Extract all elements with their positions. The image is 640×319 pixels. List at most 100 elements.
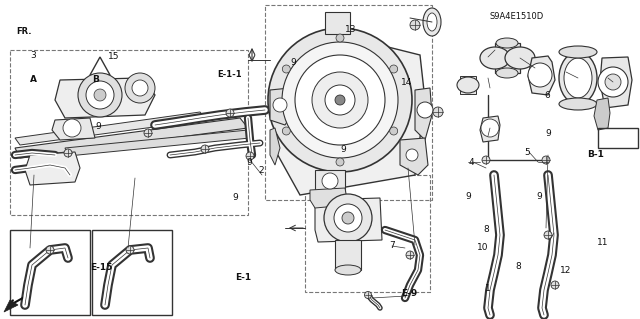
Text: A: A [30, 75, 36, 84]
Polygon shape [90, 57, 110, 75]
Circle shape [390, 65, 397, 73]
Circle shape [542, 156, 550, 164]
Circle shape [334, 204, 362, 232]
Bar [598, 128, 638, 148]
Text: 9: 9 [291, 58, 296, 67]
Circle shape [390, 127, 397, 135]
Polygon shape [275, 35, 425, 195]
Text: 9: 9 [247, 158, 252, 167]
Circle shape [325, 85, 355, 115]
Circle shape [125, 73, 155, 103]
Text: 8: 8 [516, 262, 521, 271]
Polygon shape [55, 78, 155, 118]
Circle shape [94, 89, 106, 101]
Circle shape [322, 173, 338, 189]
Circle shape [282, 65, 291, 73]
Circle shape [282, 42, 398, 158]
Text: 13: 13 [345, 25, 356, 34]
Circle shape [410, 20, 420, 30]
Circle shape [433, 107, 443, 117]
Text: 9: 9 [537, 192, 542, 201]
Text: E-1: E-1 [235, 273, 252, 282]
Ellipse shape [480, 47, 510, 69]
Polygon shape [52, 118, 95, 140]
Circle shape [481, 119, 499, 137]
Circle shape [336, 158, 344, 166]
Circle shape [268, 28, 412, 172]
Polygon shape [15, 112, 206, 145]
Text: E-9: E-9 [401, 289, 418, 298]
Circle shape [63, 119, 81, 137]
Polygon shape [4, 300, 18, 312]
Ellipse shape [496, 38, 518, 48]
Ellipse shape [335, 265, 361, 275]
Circle shape [482, 156, 490, 164]
Circle shape [86, 81, 114, 109]
Text: 15: 15 [108, 52, 120, 61]
Text: 3: 3 [31, 51, 36, 60]
Ellipse shape [457, 77, 479, 93]
Polygon shape [528, 56, 555, 95]
Ellipse shape [505, 47, 535, 69]
Bar [265, 5, 432, 200]
Circle shape [528, 63, 552, 87]
Bar [10, 50, 248, 215]
Bar [495, 43, 520, 73]
Bar [92, 230, 172, 315]
Circle shape [246, 152, 254, 160]
Circle shape [598, 67, 628, 97]
Circle shape [132, 80, 148, 96]
Text: 5: 5 [524, 148, 529, 157]
Text: 10: 10 [477, 243, 489, 252]
Circle shape [226, 109, 234, 117]
Text: 9: 9 [465, 192, 470, 201]
Polygon shape [65, 130, 250, 156]
Text: 14: 14 [401, 78, 413, 87]
Polygon shape [315, 198, 382, 242]
Circle shape [417, 102, 433, 118]
Text: 9: 9 [340, 145, 346, 154]
Text: 4: 4 [468, 158, 474, 167]
Circle shape [126, 246, 134, 254]
Text: 7: 7 [390, 241, 395, 250]
Text: 9: 9 [232, 193, 237, 202]
Ellipse shape [559, 52, 597, 104]
Text: E-15: E-15 [90, 263, 112, 272]
Ellipse shape [496, 68, 518, 78]
Text: E-1-1: E-1-1 [217, 70, 241, 79]
Bar [95, 75, 105, 91]
Text: 1: 1 [486, 284, 491, 293]
Text: B: B [93, 75, 99, 84]
Circle shape [336, 34, 344, 42]
Circle shape [406, 149, 418, 161]
Circle shape [64, 149, 72, 157]
Circle shape [273, 98, 287, 112]
Circle shape [46, 246, 54, 254]
Ellipse shape [427, 13, 437, 31]
Text: FR.: FR. [17, 27, 32, 36]
Ellipse shape [559, 98, 597, 110]
Circle shape [78, 73, 122, 117]
Text: 11: 11 [597, 238, 609, 247]
Circle shape [406, 251, 414, 259]
Bar [325, 12, 350, 34]
Bar [335, 240, 361, 270]
Bar [10, 230, 90, 315]
Text: 2: 2 [259, 166, 264, 174]
Circle shape [282, 127, 291, 135]
Polygon shape [600, 57, 632, 108]
Text: B-1: B-1 [587, 150, 604, 159]
Circle shape [144, 129, 152, 137]
Text: 6: 6 [545, 91, 550, 100]
Bar [305, 175, 430, 292]
Ellipse shape [564, 58, 592, 98]
Circle shape [312, 72, 368, 128]
Polygon shape [594, 98, 610, 130]
Bar [460, 76, 476, 94]
Circle shape [605, 74, 621, 90]
Polygon shape [270, 88, 295, 125]
Text: S9A4E1510D: S9A4E1510D [490, 12, 544, 21]
Polygon shape [480, 116, 500, 142]
Polygon shape [415, 88, 432, 140]
Polygon shape [25, 152, 80, 185]
